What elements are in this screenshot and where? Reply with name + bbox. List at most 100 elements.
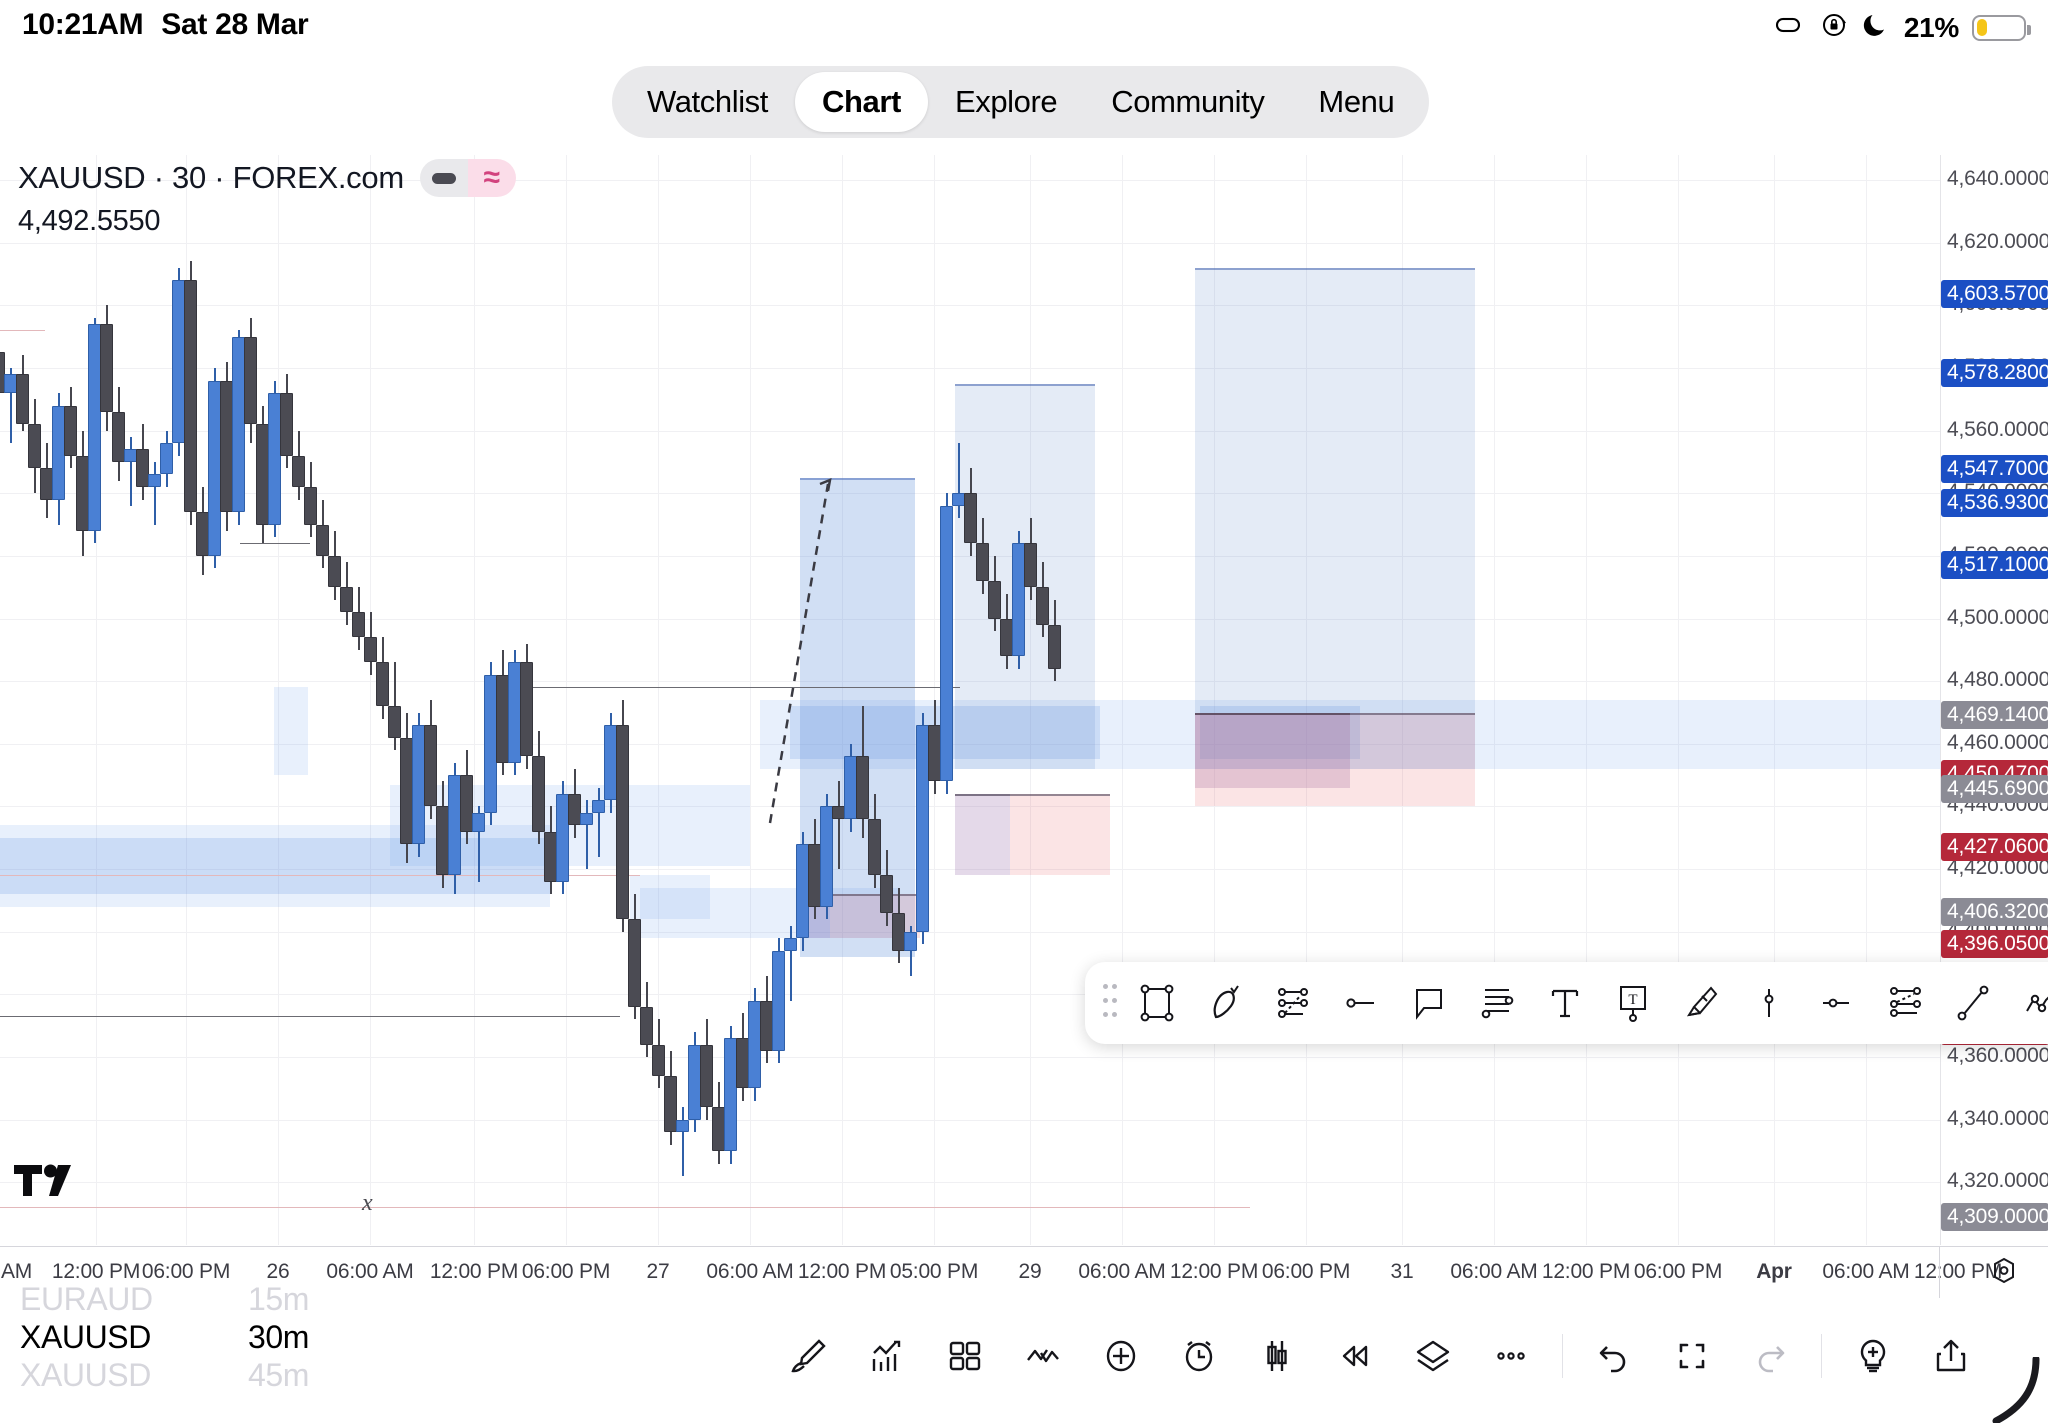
target-pink-0[interactable] <box>830 894 920 939</box>
drawing-toolbar[interactable]: T <box>1085 962 2048 1044</box>
candle <box>184 261 197 525</box>
do-not-disturb-moon-icon <box>1863 11 1891 44</box>
callout-tool-icon[interactable] <box>1397 971 1461 1035</box>
price-axis[interactable]: 4,640.00004,620.00004,600.00004,580.0000… <box>1940 155 2048 1245</box>
price-level-badge[interactable]: 4,547.7000 <box>1941 455 2048 484</box>
price-level-badge[interactable]: 4,427.0600 <box>1941 833 2048 862</box>
candle <box>148 461 161 525</box>
price-axis-tick: 4,340.0000 <box>1947 1106 2048 1130</box>
price-level-badge[interactable]: 4,603.5700 <box>1941 280 2048 309</box>
tab-community[interactable]: Community <box>1111 84 1265 119</box>
share-export-icon[interactable] <box>1912 1320 1990 1392</box>
candle <box>580 800 593 870</box>
vertical-line-icon[interactable] <box>1737 971 1801 1035</box>
more-dots-icon[interactable] <box>1472 1320 1550 1392</box>
interval-picker-next[interactable]: 45m <box>248 1357 310 1393</box>
price-axis-tick: 4,620.0000 <box>1947 229 2048 253</box>
ref-line-5b[interactable] <box>650 1207 1250 1209</box>
price-level-badge[interactable]: 4,445.6900 <box>1941 774 2048 803</box>
parallel-channel-icon[interactable] <box>1261 971 1325 1035</box>
symbol-interval-picker[interactable]: EURAUD XAUUSD XAUUSD 15m 30m 45m <box>16 1280 376 1405</box>
replay-rewind-icon[interactable] <box>1316 1320 1394 1392</box>
curve-tool-icon[interactable] <box>1193 971 1257 1035</box>
chart-style-candles-icon[interactable] <box>1238 1320 1316 1392</box>
highlight-box-a[interactable] <box>274 687 308 776</box>
chart-status-badge[interactable]: ≈ <box>419 159 516 197</box>
symbol-picker-column[interactable]: EURAUD XAUUSD XAUUSD <box>20 1280 153 1394</box>
ray-tool-icon[interactable] <box>1329 971 1393 1035</box>
ref-line-3[interactable] <box>0 875 640 877</box>
drag-handle-icon[interactable] <box>1099 982 1121 1024</box>
highlight-box-b[interactable] <box>630 875 710 920</box>
tab-chart[interactable]: Chart <box>795 72 928 132</box>
candle <box>628 894 641 1020</box>
layers-icon[interactable] <box>1394 1320 1472 1392</box>
indicators-icon[interactable] <box>848 1320 926 1392</box>
target-pink-2[interactable] <box>1195 712 1475 807</box>
price-level-badge[interactable]: 4,517.1000 <box>1941 551 2048 579</box>
grid-line-v <box>474 155 475 1245</box>
zigzag-arrow-icon[interactable] <box>2009 971 2048 1035</box>
interval-picker-prev[interactable]: 15m <box>248 1281 310 1317</box>
price-level-badge[interactable]: 4,536.9300 <box>1941 488 2048 517</box>
horizontal-ray-icon[interactable] <box>1805 971 1869 1035</box>
tab-menu[interactable]: Menu <box>1318 84 1395 119</box>
symbol-picker-prev[interactable]: EURAUD <box>20 1281 153 1317</box>
grid-line-h <box>0 555 1940 557</box>
tab-watchlist[interactable]: Watchlist <box>647 84 768 119</box>
ref-line-4[interactable] <box>0 1016 620 1018</box>
grid-line-h <box>0 1119 1940 1121</box>
trend-line-icon[interactable] <box>1941 971 2005 1035</box>
ref-line-2[interactable] <box>510 687 960 689</box>
idea-bulb-plus-icon[interactable] <box>1834 1320 1912 1392</box>
alerts-clock-icon[interactable] <box>1160 1320 1238 1392</box>
timezone-clock-icon[interactable] <box>1986 1255 2022 1291</box>
interval-picker-column[interactable]: 15m 30m 45m <box>248 1280 309 1394</box>
patterns-icon[interactable] <box>1004 1320 1082 1392</box>
highlighter-tool-icon[interactable] <box>1669 971 1733 1035</box>
supply-band-wide[interactable] <box>760 700 1940 769</box>
demand-band-lower[interactable] <box>640 887 900 939</box>
price-axis-tick: 4,460.0000 <box>1947 730 2048 754</box>
target-pink-1[interactable] <box>1010 793 1110 876</box>
price-level-badge[interactable]: 4,406.3200 <box>1941 897 2048 926</box>
fib-retracement-icon[interactable] <box>1465 971 1529 1035</box>
svg-text:T: T <box>1628 992 1637 1008</box>
text-box-tool-icon[interactable]: T <box>1601 971 1665 1035</box>
ref-line-1[interactable] <box>240 543 310 545</box>
supply-band-core-2[interactable] <box>1200 706 1360 760</box>
candle <box>292 430 305 500</box>
symbol-picker-next[interactable]: XAUUSD <box>20 1357 151 1393</box>
layouts-grid-icon[interactable] <box>926 1320 1004 1392</box>
ref-line-top[interactable] <box>0 330 45 332</box>
target-violet-1[interactable] <box>955 793 1010 876</box>
interval-picker-selected[interactable]: 30m <box>248 1319 310 1355</box>
pitchfork-tool-icon[interactable] <box>1873 971 1937 1035</box>
chart-last-price: 4,492.5550 <box>18 205 161 237</box>
rectangle-tool-icon[interactable] <box>1125 971 1189 1035</box>
draw-pencil-icon[interactable] <box>770 1320 848 1392</box>
price-level-badge[interactable]: 4,396.0500 <box>1941 930 2048 959</box>
price-level-badge[interactable]: 4,309.0000 <box>1941 1202 2048 1231</box>
snapshot-frame-icon[interactable] <box>1653 1320 1731 1392</box>
symbol-picker-selected[interactable]: XAUUSD <box>20 1319 151 1355</box>
redo-icon[interactable] <box>1731 1320 1809 1392</box>
candle <box>244 317 257 444</box>
price-level-badge[interactable]: 4,469.1400 <box>1941 701 2048 730</box>
undo-icon[interactable] <box>1575 1320 1653 1392</box>
ref-line-5[interactable] <box>0 1207 1200 1209</box>
price-chart[interactable]: x XAUUSD · 30 · FOREX.com ≈ 4,492.5550 <box>0 155 1940 1245</box>
text-tool-icon[interactable] <box>1533 971 1597 1035</box>
price-level-badge[interactable]: 4,578.2800 <box>1941 359 2048 388</box>
wave-approx-icon: ≈ <box>467 159 516 197</box>
tab-explore[interactable]: Explore <box>954 84 1058 119</box>
chart-symbol-title[interactable]: XAUUSD · 30 · FOREX.com <box>18 160 404 195</box>
grid-line-v <box>842 155 843 1245</box>
projection-box-3[interactable] <box>1195 267 1475 769</box>
add-plus-icon[interactable] <box>1082 1320 1160 1392</box>
status-bar-left: 10:21AM Sat 28 Mar <box>22 8 309 42</box>
grid-line-v <box>566 155 567 1245</box>
price-axis-tick: 4,560.0000 <box>1947 417 2048 441</box>
rotation-lock-icon <box>1820 10 1850 45</box>
